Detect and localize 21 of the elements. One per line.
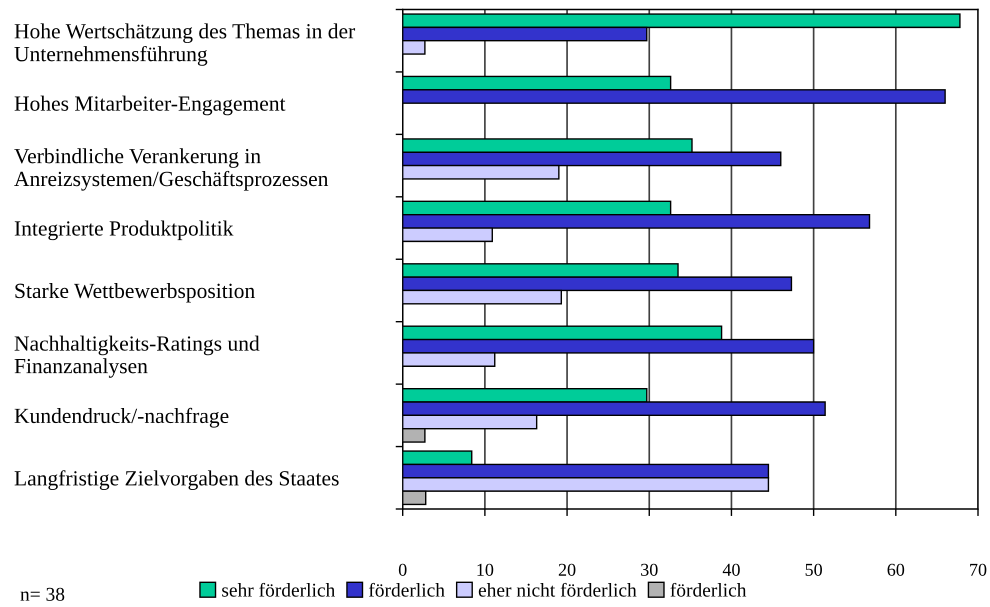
y-tick-label: Integrierte Produktpolitik (14, 220, 234, 240)
y-tick-label: Hohe Wertschätzung des Themas in der Unternehmensführung (14, 23, 356, 66)
y-tick-label: Starke Wettbewerbsposition (15, 283, 255, 303)
y-tick-label: Verbindliche Verankerung in Anreizsystemen/Geschäftsprozessen (14, 148, 328, 191)
y-tick-label: Nachhaltigkeits-Ratings und Finanzanalysen (14, 336, 260, 378)
legend-label: sehr förderlich (222, 582, 336, 597)
text: n= 38 (20, 588, 64, 601)
legend-label: förderlich (368, 582, 445, 597)
legend-label: förderlich (670, 582, 746, 597)
x-tick-label: 40 (722, 564, 740, 576)
x-tick-label: 10 (477, 564, 494, 576)
x-tick-label: 70 (970, 564, 986, 576)
legend-label: eher nicht förderlich (478, 582, 636, 597)
y-tick-label: Hohes Mitarbeiter-Engagement (14, 96, 286, 116)
x-tick-label: 50 (806, 564, 822, 576)
y-tick-label: Langfristige Zielvorgaben des Staates (14, 470, 339, 490)
x-tick-label: 0 (398, 564, 407, 576)
y-tick-label: Kundendruck/-nachfrage (14, 408, 228, 428)
x-tick-label: 20 (558, 564, 576, 576)
x-tick-label: 30 (641, 564, 658, 576)
x-tick-label: 60 (888, 564, 904, 576)
